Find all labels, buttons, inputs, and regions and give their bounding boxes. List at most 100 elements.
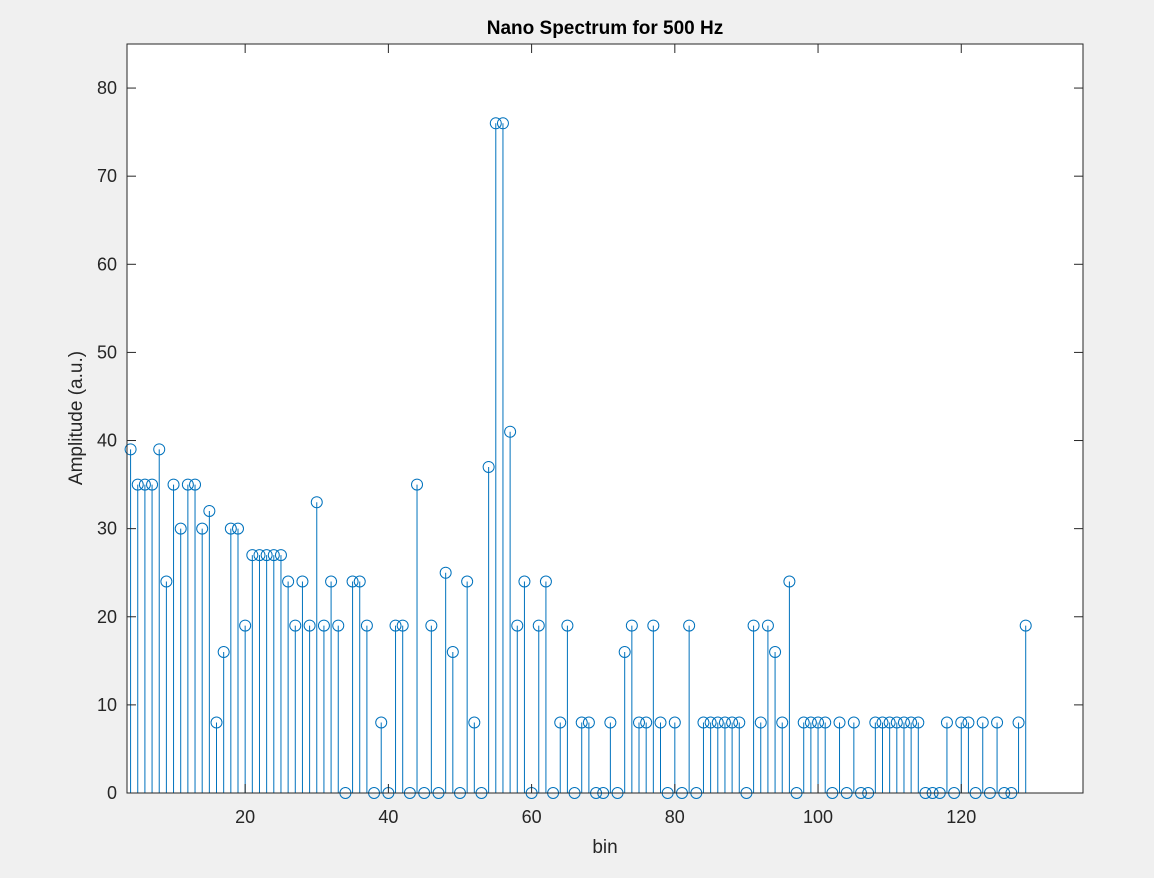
x-axis-label: bin	[592, 837, 617, 858]
y-tick-label: 50	[97, 342, 117, 362]
stem-marker	[346, 575, 359, 588]
stem-marker	[239, 619, 252, 632]
stem-marker	[532, 619, 545, 632]
y-tick-label: 30	[97, 519, 117, 539]
stem-marker	[296, 575, 309, 588]
stem-marker	[482, 460, 495, 473]
stem-marker	[554, 716, 567, 729]
stem-marker	[203, 505, 216, 518]
stem-marker	[991, 716, 1004, 729]
stem-marker	[181, 478, 194, 491]
stem-marker	[310, 496, 323, 509]
stem-marker	[461, 575, 474, 588]
x-tick-label: 120	[946, 807, 976, 827]
stem-marker	[325, 575, 338, 588]
stem-marker	[396, 619, 409, 632]
stem-marker	[468, 716, 481, 729]
stem-marker	[253, 549, 266, 562]
stem-marker	[167, 478, 180, 491]
stem-marker	[761, 619, 774, 632]
stem-marker	[812, 716, 825, 729]
y-tick-label: 10	[97, 695, 117, 715]
stem-marker	[353, 575, 366, 588]
stem-marker	[303, 619, 316, 632]
stem-marker	[210, 716, 223, 729]
stem-marker	[317, 619, 330, 632]
stem-marker	[1012, 716, 1025, 729]
stem-marker	[246, 549, 259, 562]
stem-marker	[174, 522, 187, 535]
stem-marker	[260, 549, 273, 562]
stem-marker	[633, 716, 646, 729]
stem-marker	[1019, 619, 1032, 632]
stem-marker	[819, 716, 832, 729]
stem-marker	[375, 716, 388, 729]
y-tick-label: 70	[97, 166, 117, 186]
stem-marker	[668, 716, 681, 729]
stem-marker	[231, 522, 244, 535]
stem-marker	[647, 619, 660, 632]
stem-marker	[138, 478, 151, 491]
stem-marker	[604, 716, 617, 729]
stem-marker	[575, 716, 588, 729]
stem-marker	[389, 619, 402, 632]
stem-marker	[726, 716, 739, 729]
x-tick-label: 20	[235, 807, 255, 827]
chart-title: Nano Spectrum for 500 Hz	[487, 18, 724, 39]
stem-marker	[640, 716, 653, 729]
stem-marker	[153, 443, 166, 456]
x-tick-label: 60	[522, 807, 542, 827]
stem-marker	[733, 716, 746, 729]
stem-marker	[718, 716, 731, 729]
stem-marker	[131, 478, 144, 491]
y-axis: 0 10 20 30 40 50 60 70 80	[97, 78, 1083, 803]
stem-marker	[905, 716, 918, 729]
y-tick-label: 80	[97, 78, 117, 98]
stem-marker	[160, 575, 173, 588]
stem-marker	[539, 575, 552, 588]
stem-marker	[489, 117, 502, 130]
stem-marker	[224, 522, 237, 535]
stem-marker	[912, 716, 925, 729]
stem-marker	[711, 716, 724, 729]
stem-marker	[747, 619, 760, 632]
stem-marker	[582, 716, 595, 729]
stem-marker	[146, 478, 159, 491]
stem-marker	[518, 575, 531, 588]
stem-marker	[446, 646, 459, 659]
stem-marker	[332, 619, 345, 632]
stem-marker	[769, 646, 782, 659]
stem-marker	[360, 619, 373, 632]
stem-marker	[511, 619, 524, 632]
stem-marker	[897, 716, 910, 729]
axes-box	[126, 43, 1084, 794]
x-axis: 20 40 60 80 100 120	[235, 44, 976, 827]
y-tick-label: 20	[97, 607, 117, 627]
y-tick-label: 40	[97, 431, 117, 451]
stem-marker	[890, 716, 903, 729]
stem-marker	[274, 549, 287, 562]
stem-marker	[189, 478, 202, 491]
stem-marker	[783, 575, 796, 588]
stem-marker	[833, 716, 846, 729]
stem-marker	[282, 575, 295, 588]
y-tick-label: 0	[107, 783, 117, 803]
stem-marker	[683, 619, 696, 632]
stem-marker	[869, 716, 882, 729]
stem-marker	[804, 716, 817, 729]
y-axis-label: Amplitude (a.u.)	[66, 351, 87, 485]
stem-marker	[976, 716, 989, 729]
stem-marker	[704, 716, 717, 729]
stem-marker	[217, 646, 230, 659]
x-tick-label: 100	[803, 807, 833, 827]
stem-marker	[561, 619, 574, 632]
stem-marker	[504, 425, 517, 438]
x-tick-label: 40	[378, 807, 398, 827]
stem-marker	[797, 716, 810, 729]
stem-marker	[625, 619, 638, 632]
stem-marker	[697, 716, 710, 729]
stem-marker	[196, 522, 209, 535]
stem-marker	[289, 619, 302, 632]
stem-marker	[955, 716, 968, 729]
